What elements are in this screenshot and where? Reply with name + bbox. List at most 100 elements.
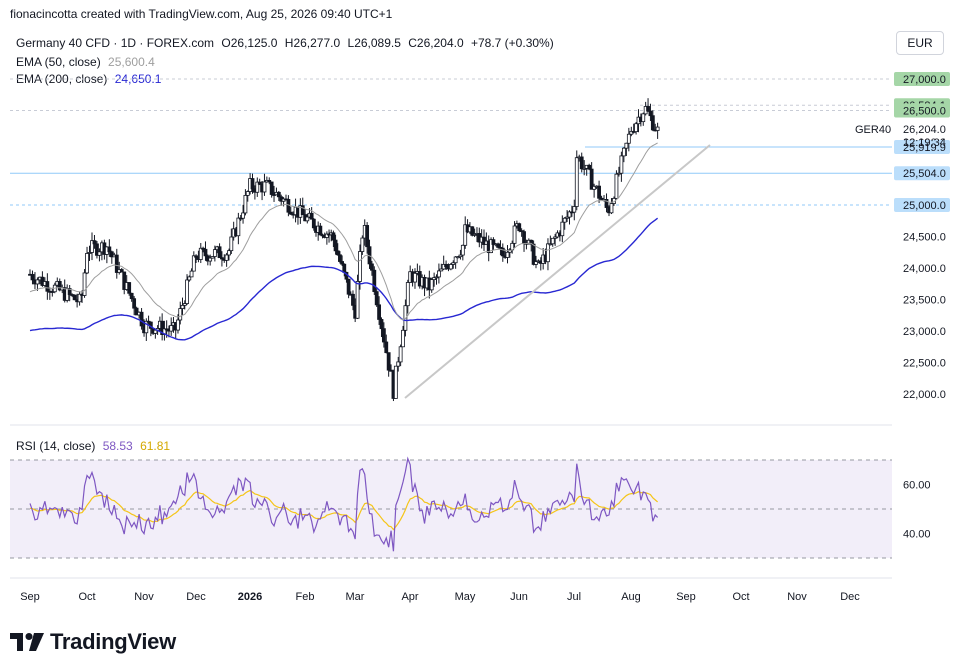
price-tag xyxy=(894,198,950,212)
candle xyxy=(360,237,365,252)
candle xyxy=(370,263,374,271)
candle xyxy=(589,168,594,190)
open-value: O26,125.0 xyxy=(221,36,278,50)
symbol-legend: Germany 40 CFD · 1D · FOREX.com O26,125.… xyxy=(16,36,554,50)
price-tag xyxy=(894,166,950,181)
ema200-label: EMA (200, close) xyxy=(16,72,108,86)
candle xyxy=(288,211,293,215)
tradingview-logo-text: TradingView xyxy=(50,629,176,654)
countdown-label: 12:19:34 xyxy=(903,137,946,149)
candles-group xyxy=(28,98,660,402)
candle xyxy=(189,270,194,278)
candle xyxy=(489,239,493,254)
candle xyxy=(85,253,89,274)
rsi-ma-value: 61.81 xyxy=(140,439,171,453)
candle xyxy=(574,157,579,207)
ticker-label: GER40 xyxy=(855,124,891,136)
candle xyxy=(67,288,72,295)
candle xyxy=(311,218,316,229)
candle xyxy=(553,236,558,239)
ema50-legend[interactable]: EMA (50, close) 25,600.4 xyxy=(16,55,155,69)
candle xyxy=(95,243,99,256)
candle xyxy=(609,203,614,214)
candle xyxy=(335,250,340,256)
candle xyxy=(127,282,132,294)
time-axis-label: Jul xyxy=(567,591,581,603)
candle xyxy=(30,274,35,281)
candle xyxy=(386,352,391,371)
candle xyxy=(114,254,119,273)
candle xyxy=(245,191,250,196)
candle xyxy=(512,225,517,244)
candle xyxy=(333,239,338,252)
candle xyxy=(413,272,417,283)
candle xyxy=(546,243,550,263)
price-tag xyxy=(894,103,950,118)
candle xyxy=(77,293,82,303)
candle xyxy=(444,263,448,268)
candle xyxy=(201,247,206,250)
time-axis-label: Sep xyxy=(20,591,40,603)
candle xyxy=(614,173,619,199)
price-axis-label: 24,000.0 xyxy=(903,263,946,275)
price-tag xyxy=(894,140,950,155)
candle xyxy=(599,197,604,200)
change-value: +78.7 (+0.30%) xyxy=(470,36,554,50)
tradingview-logo-icon xyxy=(10,633,44,651)
candle xyxy=(434,276,439,279)
price-tag-label: 27,000.0 xyxy=(903,74,946,86)
candle xyxy=(562,217,567,223)
time-axis-label: Sep xyxy=(676,591,696,603)
candle xyxy=(617,172,621,175)
candle xyxy=(384,341,389,354)
candle xyxy=(324,233,329,238)
rsi-axis-label: 40.00 xyxy=(903,529,931,541)
candle xyxy=(650,115,655,131)
symbol-name[interactable]: Germany 40 CFD · 1D · FOREX.com xyxy=(16,36,215,50)
candle xyxy=(82,272,87,296)
candle xyxy=(340,261,345,265)
candle xyxy=(500,247,505,257)
price-tag-label: 26,500.0 xyxy=(903,106,946,118)
candle xyxy=(517,223,522,232)
candle xyxy=(255,181,260,193)
candle xyxy=(176,319,180,331)
candle xyxy=(550,237,555,245)
candle xyxy=(87,252,92,254)
time-axis-label: Aug xyxy=(621,591,641,603)
low-value: L26,089.5 xyxy=(347,36,401,50)
candle xyxy=(472,233,477,236)
rsi-legend[interactable]: RSI (14, close) 58.53 61.81 xyxy=(16,439,170,453)
price-axis-label: 22,000.0 xyxy=(903,389,946,401)
candle xyxy=(203,248,208,257)
candle xyxy=(92,240,97,245)
candle xyxy=(396,361,401,367)
rsi-line xyxy=(29,456,659,552)
time-axis-label: Dec xyxy=(840,591,860,603)
close-value: C26,204.0 xyxy=(408,36,464,50)
candle xyxy=(398,346,403,363)
candle xyxy=(97,251,102,256)
candle xyxy=(153,329,158,334)
candle xyxy=(393,365,398,399)
candle xyxy=(122,271,127,290)
candle xyxy=(164,328,169,331)
price-axis-label: 23,000.0 xyxy=(903,326,946,338)
trendline xyxy=(404,144,711,399)
candle xyxy=(565,216,569,219)
candle xyxy=(374,291,379,306)
candle xyxy=(379,319,384,330)
candle xyxy=(377,304,381,320)
candle xyxy=(227,250,231,256)
candle xyxy=(178,308,183,321)
candle xyxy=(169,325,174,332)
candle xyxy=(351,293,355,306)
candle xyxy=(456,256,460,259)
candle xyxy=(109,251,114,258)
currency-button[interactable]: EUR xyxy=(896,31,944,55)
candle xyxy=(182,303,187,306)
price-axis-label: 24,500.0 xyxy=(903,232,946,244)
candle xyxy=(491,239,496,245)
candle xyxy=(655,126,660,131)
